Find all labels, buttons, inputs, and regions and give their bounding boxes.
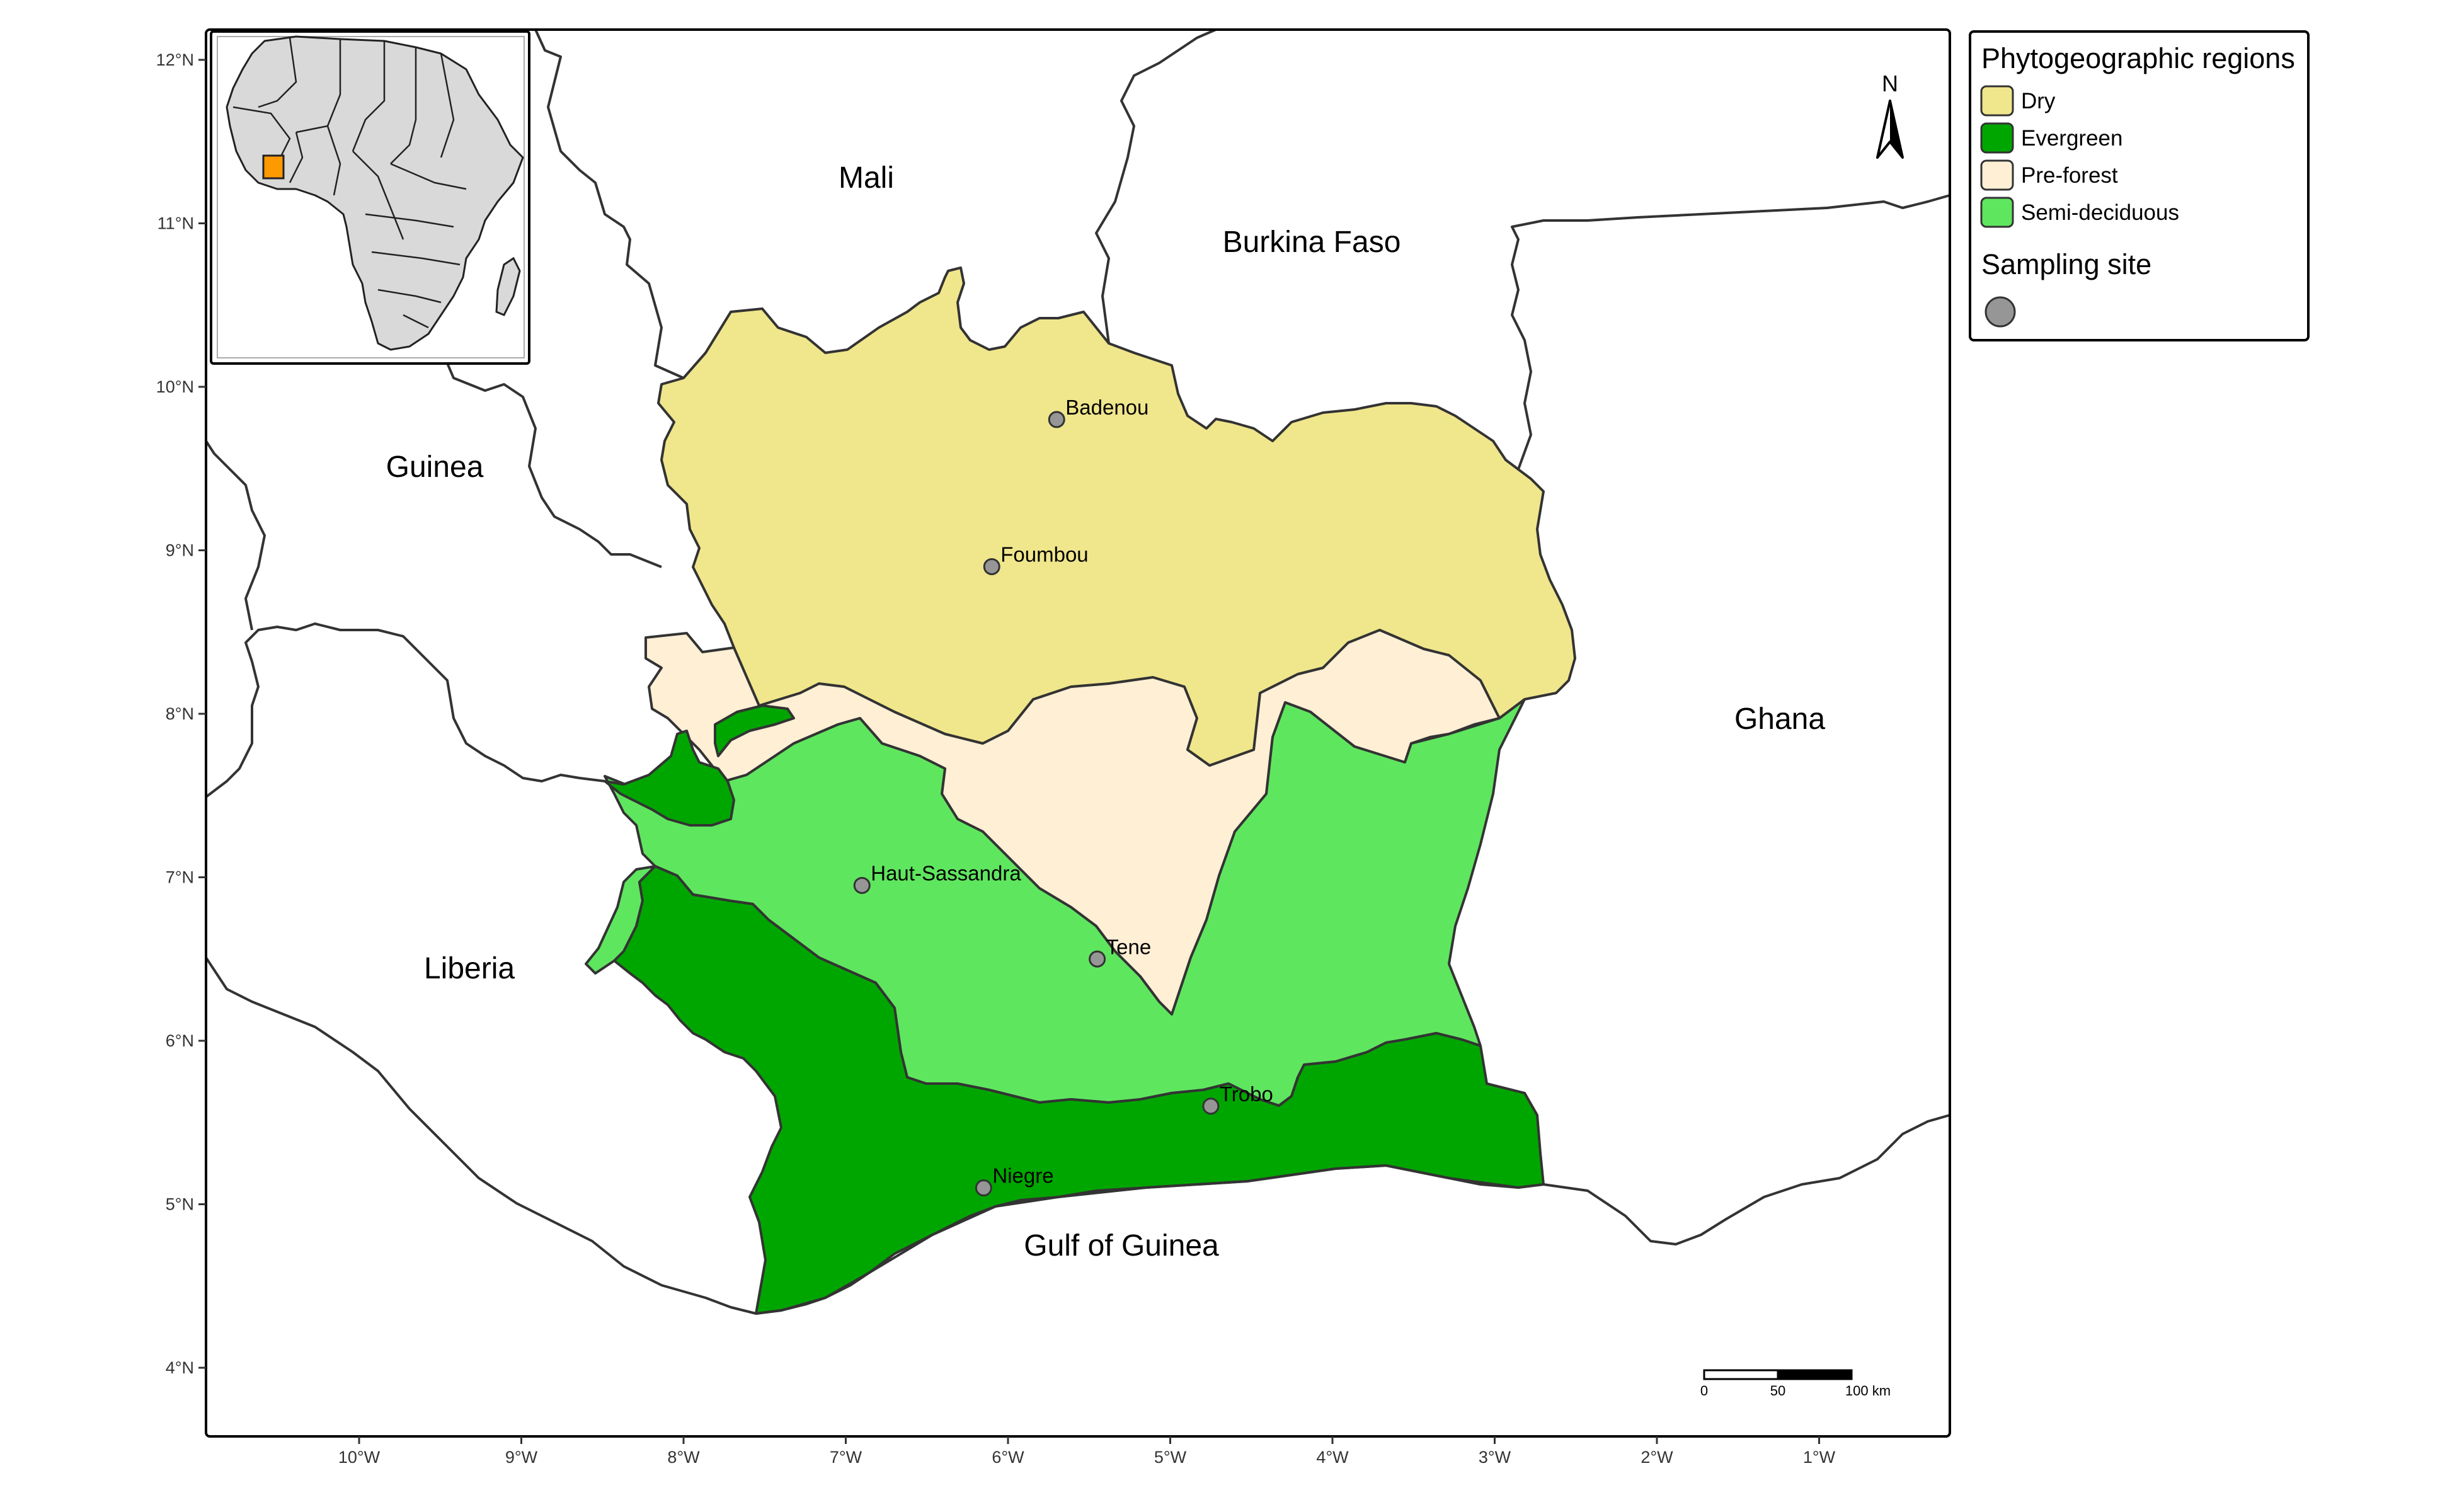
legend-site-marker (1984, 296, 2016, 328)
x-tick-label: 3°W (1479, 1448, 1511, 1467)
cote-divoire-highlight (262, 154, 285, 180)
scale-segment-white (1703, 1369, 1779, 1380)
border-ci-coast (755, 1164, 1544, 1315)
x-axis-ticks: 10°W 9°W 8°W 7°W 6°W 5°W 4°W 3°W 2°W 1°W (338, 1436, 1836, 1467)
site-marker-haut-sassandra[interactable] (853, 876, 871, 894)
label-burkina-faso: Burkina Faso (1223, 226, 1401, 259)
x-tick-label: 9°W (505, 1448, 538, 1467)
y-tick-label: 10°N (156, 377, 194, 396)
legend-label-pre-forest: Pre-forest (2021, 163, 2118, 188)
scale-segment-black (1777, 1369, 1853, 1380)
site-label-tene: Tene (1106, 935, 1152, 958)
x-tick-label: 1°W (1803, 1448, 1836, 1467)
country-labels: Mali Burkina Faso Guinea Ghana Liberia G… (386, 161, 1826, 1263)
legend-site-title: Sampling site (1981, 248, 2151, 280)
scale-label-0: 0 (1700, 1383, 1708, 1399)
legend-box (1969, 30, 2310, 341)
site-marker-niegre[interactable] (975, 1179, 992, 1197)
site-label-haut-sassandra: Haut-Sassandra (871, 861, 1021, 885)
inset-inner-frame (217, 36, 525, 358)
y-axis-ticks: 12°N 11°N 10°N 9°N 8°N 7°N 6°N 5°N 4°N (156, 50, 206, 1377)
x-tick-label: 8°W (667, 1448, 700, 1467)
legend-swatch-dry (1980, 85, 2014, 117)
region-dry (657, 266, 1576, 767)
legend-label-dry: Dry (2021, 89, 2056, 113)
y-tick-label: 7°N (166, 868, 194, 887)
site-label-trobo: Trobo (1220, 1082, 1273, 1106)
y-tick-label: 6°N (166, 1031, 194, 1050)
madagascar (495, 256, 521, 316)
x-tick-label: 4°W (1316, 1448, 1349, 1467)
border-ghana-coast (1543, 1114, 1950, 1246)
label-gulf-of-guinea: Gulf of Guinea (1024, 1229, 1219, 1263)
map-frame (205, 28, 1951, 1438)
site-label-badenou: Badenou (1065, 396, 1148, 419)
border-liberia-coast (205, 956, 757, 1315)
legend-label-evergreen: Evergreen (2021, 126, 2122, 151)
label-guinea: Guinea (386, 450, 484, 484)
legend: Phytogeographic regions Dry Evergreen Pr… (1969, 30, 2310, 341)
site-marker-trobo[interactable] (1202, 1097, 1220, 1115)
site-label-foumbou: Foumbou (1000, 542, 1088, 566)
y-tick-label: 8°N (166, 704, 194, 723)
y-tick-label: 11°N (158, 214, 194, 233)
legend-title: Phytogeographic regions (1981, 42, 2295, 74)
x-tick-label: 2°W (1641, 1448, 1673, 1467)
inset-africa-map (210, 30, 530, 365)
scale-label-50: 50 (1770, 1383, 1785, 1399)
scale-bar: 0 50 100 km (1700, 1369, 1891, 1399)
legend-swatch-pre-forest (1980, 159, 2014, 191)
inset-country-lines (232, 37, 467, 329)
x-tick-label: 6°W (992, 1448, 1024, 1467)
north-arrow: N (1876, 71, 1904, 159)
y-tick-label: 4°N (166, 1358, 194, 1377)
sampling-sites: Badenou Foumbou Haut-Sassandra Tene Trobo Nie… (853, 396, 1273, 1197)
border-mali-ci (534, 29, 684, 379)
legend-swatch-semi-deciduous (1980, 197, 2014, 228)
north-label: N (1882, 71, 1898, 96)
y-tick-label: 12°N (156, 50, 194, 69)
legend-label-semi-deciduous: Semi-deciduous (2021, 200, 2179, 225)
y-tick-label: 5°N (166, 1195, 194, 1214)
site-label-niegre: Niegre (992, 1164, 1053, 1188)
region-evergreen-nw (604, 730, 735, 827)
label-liberia: Liberia (424, 952, 515, 985)
north-arrow-fill (1890, 101, 1903, 158)
y-tick-label: 9°N (166, 541, 194, 560)
site-marker-tene[interactable] (1089, 950, 1106, 968)
africa-continent (226, 35, 524, 351)
border-guinea-north (433, 333, 662, 568)
border-guinea-liberia (205, 622, 605, 798)
region-evergreen-nw-strip (714, 704, 795, 757)
x-tick-label: 10°W (338, 1448, 381, 1467)
x-tick-label: 7°W (830, 1448, 862, 1467)
label-ghana: Ghana (1734, 702, 1825, 736)
phytogeographic-regions (585, 266, 1576, 1315)
site-marker-badenou[interactable] (1048, 411, 1065, 428)
label-mali: Mali (839, 161, 894, 195)
site-marker-foumbou[interactable] (983, 558, 1000, 575)
country-borders (205, 28, 1950, 1315)
border-burkina-ghana (1511, 194, 1950, 470)
border-guinea-west (205, 440, 266, 631)
border-mali-burkina (1095, 28, 1217, 344)
legend-swatch-evergreen (1980, 122, 2014, 154)
scale-label-100: 100 km (1845, 1383, 1891, 1399)
x-tick-label: 5°W (1154, 1448, 1187, 1467)
